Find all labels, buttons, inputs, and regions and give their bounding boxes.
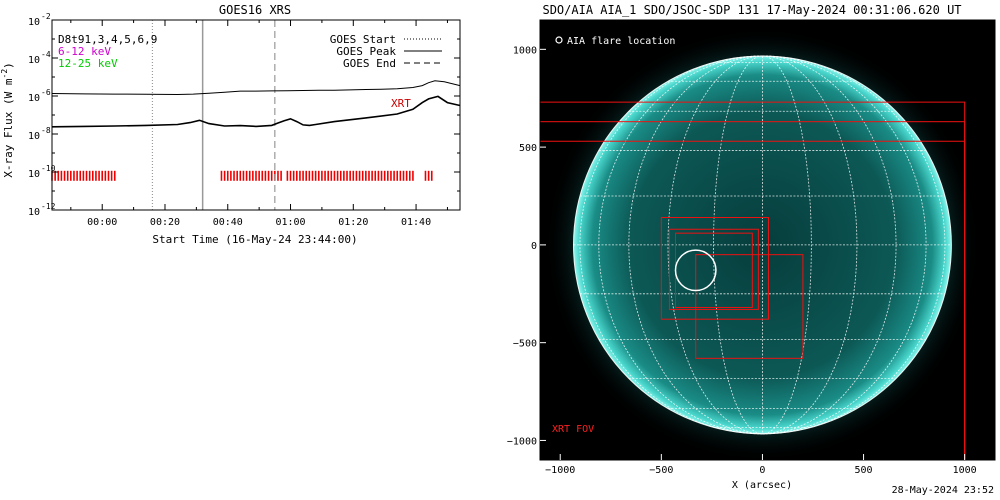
legend-goes-peak: GOES Peak [336,45,396,58]
aia-x-tick-label: −1000 [545,465,575,476]
goes-x-tick-label: 01:00 [275,217,305,228]
longitude-line [762,55,812,435]
aia-y-tick-label: 1000 [513,45,537,56]
goes-plot-area [51,20,461,210]
goes-x-tick-label: 00:00 [87,217,117,228]
goes-y-tick-exp: -10 [41,164,56,173]
aia-x-tick-label: −500 [649,465,673,476]
aia-x-tick-label: 1000 [953,465,977,476]
goes-y-tick-label: 10 [28,17,40,28]
aia-plot-frame [539,19,996,461]
xrt-fov-box [660,217,770,320]
goes-x-tick-label: 00:40 [213,217,243,228]
legend-goes-start: GOES Start [330,33,396,46]
longitude-line [762,55,927,435]
longitude-line [762,55,897,435]
goes-xrs-chart: GOES16 XRS 10-210-410-610-810-1010-1200:… [0,3,461,246]
solar-disk [573,55,952,434]
aia-x-tick-label: 500 [855,465,873,476]
aia-axes: −1000 −500 0 500 1000 −1000 −500 0 500 1000 [507,19,996,476]
goes-y-axis-label-main: X-ray Flux (W m [2,78,15,178]
aia-x-axis-label: X (arcsec) [732,480,792,491]
goes-y-axis-label-close: ) [2,62,15,69]
goes-y-tick-exp: -2 [41,12,51,21]
aia-image-chart: SDO/AIA AIA_1 SDO/JSOC-SDP 131 17-May-20… [507,3,996,491]
longitude-line [579,55,763,435]
aia-chart-title: SDO/AIA AIA_1 SDO/JSOC-SDP 131 17-May-20… [542,3,961,17]
goes-y-tick-exp: -6 [41,88,51,97]
goes-x-tick-label: 01:20 [338,217,368,228]
longitude-line [667,55,763,435]
legend-left-item-2: 12-25 keV [58,57,118,70]
longitude-line [628,55,763,435]
goes-x-tick-label: 01:40 [401,217,431,228]
aia-y-tick-label: 0 [531,241,537,252]
goes-y-axis-label-exp: -2 [0,69,9,79]
legend-left-item-0: D8t91,3,4,5,6,9 [58,33,157,46]
goes-y-tick-label: 10 [28,93,40,104]
goes-y-tick-label: 10 [28,169,40,180]
aia-y-tick-label: −500 [513,339,537,350]
xrs-series-line-1 [51,95,461,128]
xrt-fov-box [695,254,804,359]
goes-y-tick-label: 10 [28,55,40,66]
xrs-series-line-0 [51,80,461,96]
aia-x-tick-label: 0 [759,465,765,476]
xrt-fov-box [668,228,759,310]
longitude-line [762,55,858,435]
goes-legend-left: D8t91,3,4,5,6,9 6-12 keV 12-25 keV [58,33,157,70]
goes-chart-title: GOES16 XRS [219,3,291,17]
longitude-line [598,55,763,435]
xrt-label: XRT [391,97,411,110]
aia-flare-location-circle [674,249,717,292]
longitude-line [762,55,946,435]
goes-x-tick-label: 00:20 [150,217,180,228]
legend-goes-end: GOES End [343,57,396,70]
longitude-line [713,55,763,435]
xrt-fov-label: XRT FOV [552,424,594,435]
legend-left-item-1: 6-12 keV [58,45,111,58]
solar-limb-line [573,55,952,435]
aia-legend-circle-icon [555,36,563,44]
aia-y-tick-label: −1000 [507,436,537,447]
timestamp-footer: 28-May-2024 23:52 [891,485,994,496]
heliographic-grid [573,55,952,435]
goes-legend-right: GOES Start GOES Peak GOES End [330,33,442,70]
goes-y-tick-exp: -4 [41,50,51,59]
aia-y-tick-label: 500 [519,143,537,154]
goes-y-axis-label: X-ray Flux (W m-2) [0,62,15,178]
goes-y-tick-label: 10 [28,131,40,142]
goes-x-axis-label: Start Time (16-May-24 23:44:00) [152,233,357,246]
goes-y-tick-exp: -12 [41,202,56,211]
xrt-fov-box [540,140,966,460]
goes-y-tick-label: 10 [28,207,40,218]
svg-text:X-ray Flux (W m-2): X-ray Flux (W m-2) [0,62,15,178]
aia-legend-text: AIA flare location [567,36,675,47]
goes-plot-frame [51,19,461,211]
goes-y-tick-exp: -8 [41,126,51,135]
